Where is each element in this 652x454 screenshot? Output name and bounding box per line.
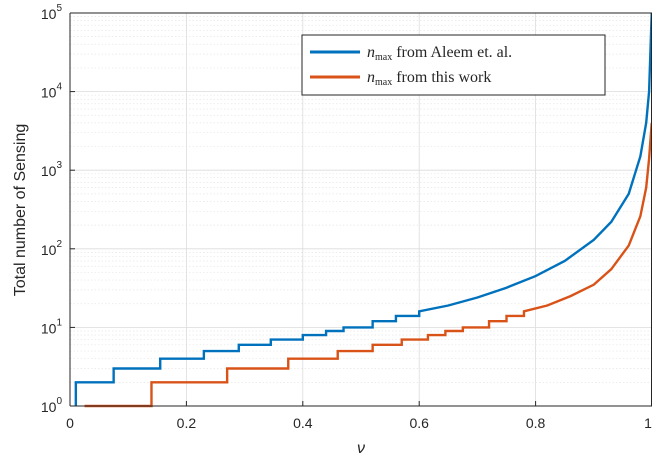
legend-label-1: nmax from Aleem et. al. [367,44,512,63]
x-tick-label: 0.2 [177,415,197,431]
legend-label-2: nmax from this work [367,69,491,88]
legend: nmax from Aleem et. al. nmax from this wo… [301,34,606,96]
x-axis-label: ν [357,440,365,454]
y-tick-label: 101 [41,317,63,336]
series-layer [74,12,652,408]
x-tick-label: 0.4 [293,415,313,431]
series-line-1 [74,12,652,406]
series-line-2 [84,122,652,408]
x-tick-label: 1 [644,415,652,431]
x-tick-label: 0.6 [409,415,429,431]
x-tick-label: 0.8 [526,415,546,431]
y-tick-label: 102 [41,239,63,258]
legend-box [301,34,606,96]
y-tick-label: 100 [41,396,63,415]
x-axis-ticks: 0 0.2 0.4 0.6 0.8 1 [66,401,652,431]
y-tick-label: 104 [41,82,63,101]
y-axis-label: Total number of Sensing [12,124,29,297]
x-tick-label: 0 [66,415,74,431]
y-tick-label: 105 [41,3,63,22]
y-axis-ticks: 100 101 102 103 104 105 [41,3,75,415]
y-tick-label: 103 [41,160,63,179]
